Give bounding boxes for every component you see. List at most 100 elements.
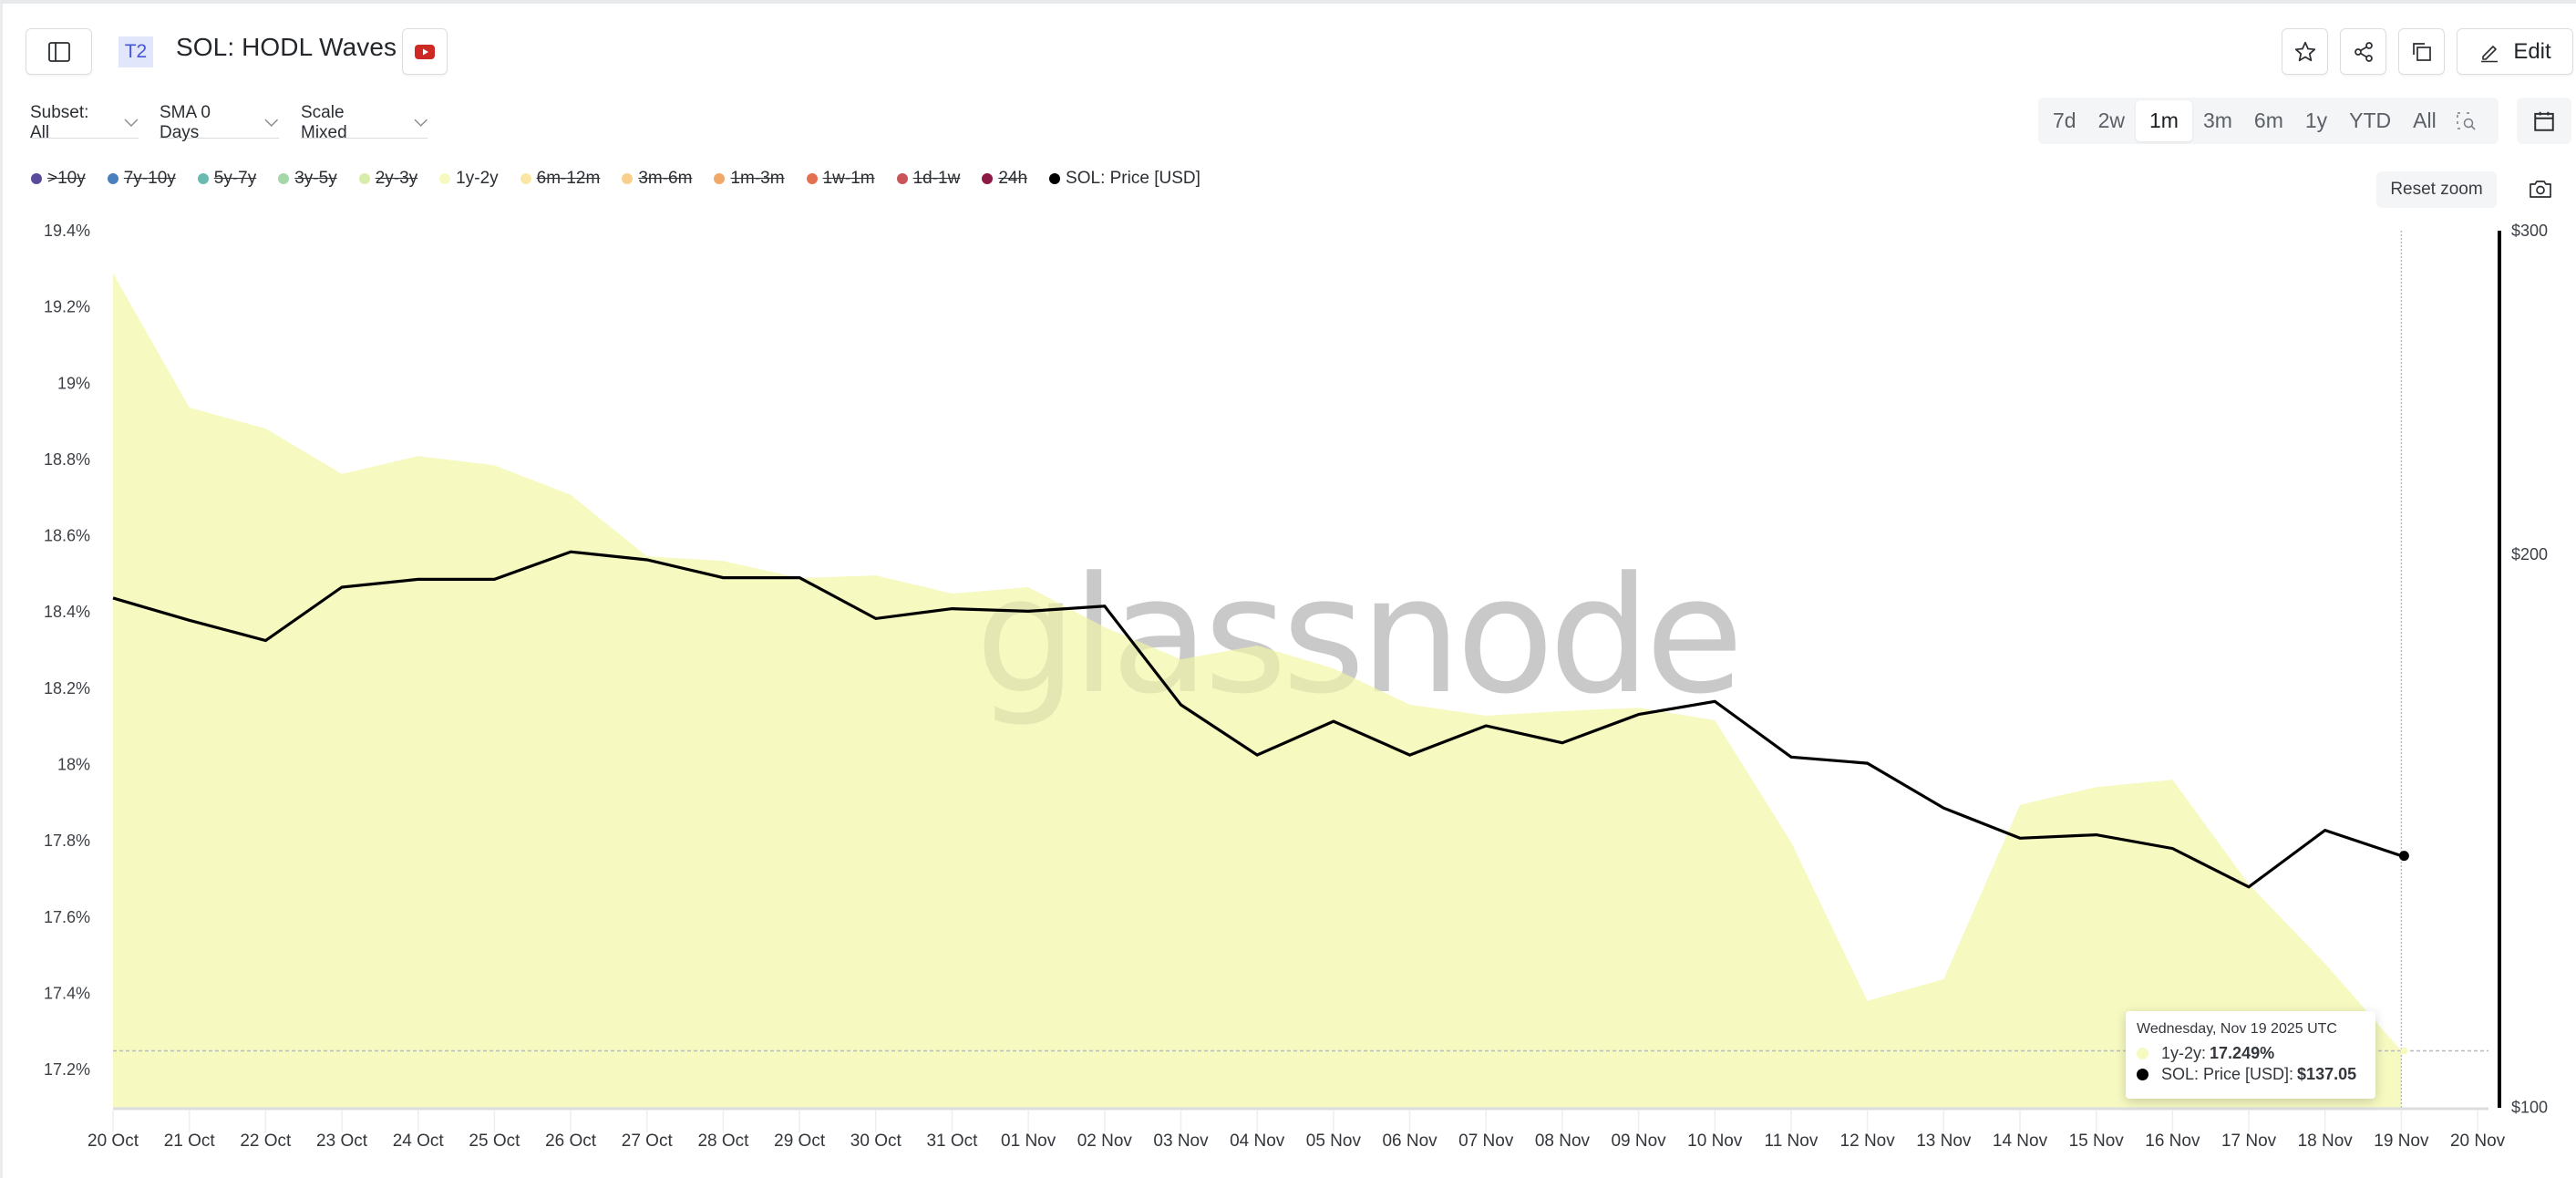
share-icon [2354, 41, 2373, 62]
edit-label: Edit [2513, 38, 2551, 64]
range-2w[interactable]: 2w [2097, 108, 2125, 132]
x-tick-label: 11 Nov [1765, 1132, 1819, 1151]
legend-item-6m-12m[interactable]: 6m-12m [520, 169, 600, 189]
chart-tooltip: Wednesday, Nov 19 2025 UTC 1y-2y: 17.249… [2126, 1011, 2375, 1099]
y-left-tick-label: 18.8% [44, 450, 90, 469]
x-tick-label: 10 Nov [1687, 1132, 1743, 1151]
x-tick-label: 15 Nov [2069, 1132, 2125, 1151]
x-tick-label: 19 Nov [2374, 1132, 2429, 1151]
y-right-tick-label: $300 [2511, 222, 2548, 240]
tooltip-value: 17.249% [2210, 1044, 2275, 1062]
area-hover-marker [2400, 1047, 2408, 1055]
legend-item-1d-1w[interactable]: 1d-1w [896, 169, 960, 189]
range-1y[interactable]: 1y [2304, 108, 2328, 132]
range-6m[interactable]: 6m [2253, 108, 2283, 132]
range-ytd[interactable]: YTD [2349, 108, 2392, 132]
y-left-tick-label: 17.8% [44, 832, 90, 850]
y-left-tick-label: 18% [57, 755, 90, 773]
camera-icon [2530, 181, 2551, 198]
date-picker-button[interactable] [2517, 98, 2571, 144]
tooltip-dot-icon [2137, 1048, 2148, 1059]
legend-dot-icon [714, 173, 726, 184]
sidebar-toggle-icon [47, 41, 70, 62]
youtube-button[interactable] [402, 28, 448, 75]
legend-dot-icon [278, 173, 290, 184]
tooltip-row-price: SOL: Price [USD]: $137.05 [2137, 1064, 2365, 1085]
screenshot-button[interactable] [2527, 177, 2554, 201]
calendar-icon [2534, 111, 2554, 131]
legend-item-1y-2y[interactable]: 1y-2y [439, 169, 499, 189]
x-tick-label: 27 Oct [622, 1132, 674, 1151]
chevron-down-icon [264, 119, 279, 127]
x-tick-label: 24 Oct [393, 1132, 445, 1151]
x-tick-label: 22 Oct [240, 1132, 292, 1151]
x-tick-label: 26 Oct [545, 1132, 597, 1151]
area-1y-2y [113, 273, 2402, 1108]
legend-item-24h[interactable]: 24h [982, 169, 1027, 189]
left-border [0, 4, 3, 1178]
range-3m[interactable]: 3m [2202, 108, 2232, 132]
range-7d[interactable]: 7d [2053, 108, 2076, 132]
legend-item-1m-3m[interactable]: 1m-3m [714, 169, 785, 189]
chevron-down-icon [414, 119, 428, 127]
x-tick-label: 25 Oct [469, 1132, 520, 1151]
chevron-down-icon [124, 119, 139, 127]
legend-item-3m-6m[interactable]: 3m-6m [622, 169, 692, 189]
page-title: SOL: HODL Waves [176, 33, 397, 61]
legend-item-1w-1m[interactable]: 1w-1m [806, 169, 875, 189]
sma-label: SMA 0 Days [160, 102, 211, 142]
zoom-select-button[interactable] [2447, 100, 2484, 141]
legend-dot-icon [982, 173, 994, 184]
scale-select[interactable]: Scale Mixed [301, 103, 428, 142]
legend-dot-icon [107, 173, 118, 184]
share-button[interactable] [2340, 28, 2386, 75]
y-left-tick-label: 18.6% [44, 527, 90, 545]
sma-select[interactable]: SMA 0 Days [160, 103, 279, 142]
x-tick-label: 01 Nov [1001, 1132, 1056, 1151]
y-left-tick-label: 19% [57, 374, 90, 392]
legend-item-3y-5y[interactable]: 3y-5y [278, 169, 337, 189]
range-all[interactable]: All [2413, 108, 2437, 132]
x-tick-label: 28 Oct [697, 1132, 749, 1151]
x-tick-label: 20 Oct [88, 1132, 139, 1151]
legend-item-5y-7y[interactable]: 5y-7y [197, 169, 256, 189]
y-left-tick-label: 19.2% [44, 298, 90, 316]
time-range-selector: 7d 2w 1m 3m 6m 1y YTD All [2038, 98, 2499, 144]
legend-dot-icon [358, 173, 370, 184]
tooltip-dot-icon [2137, 1069, 2148, 1080]
legend-dot-icon [1049, 173, 1061, 184]
x-tick-label: 02 Nov [1077, 1132, 1133, 1151]
subset-label: Subset: All [30, 102, 89, 142]
favorite-button[interactable] [2282, 28, 2328, 75]
copy-button[interactable] [2398, 28, 2445, 75]
subset-select[interactable]: Subset: All [30, 103, 139, 142]
y-left-tick-label: 17.4% [44, 984, 90, 1002]
x-tick-label: 30 Oct [850, 1132, 902, 1151]
legend-dot-icon [806, 173, 818, 184]
x-tick-label: 12 Nov [1840, 1132, 1896, 1151]
y-left-tick-label: 17.6% [44, 908, 90, 926]
legend-dot-icon [622, 173, 634, 184]
reset-zoom-button[interactable]: Reset zoom [2376, 171, 2497, 208]
edit-button[interactable]: Edit [2457, 28, 2573, 75]
price-line [112, 550, 2402, 889]
y-right-tick-label: $200 [2511, 545, 2548, 563]
tooltip-label: 1y-2y: [2161, 1044, 2207, 1062]
legend-item-2y-3y[interactable]: 2y-3y [358, 169, 417, 189]
legend-dot-icon [197, 173, 209, 184]
y-left-tick-label: 18.4% [44, 603, 90, 621]
legend-item-7y-10y[interactable]: 7y-10y [107, 169, 176, 189]
youtube-icon [415, 44, 435, 59]
y-left-tick-label: 19.4% [44, 222, 90, 240]
range-1m[interactable]: 1m [2136, 100, 2192, 141]
legend-item-sol-price[interactable]: SOL: Price [USD] [1049, 169, 1200, 189]
copy-icon [2412, 42, 2431, 61]
legend-dot-icon [896, 173, 908, 184]
chart-legend: >10y 7y-10y 5y-7y 3y-5y 2y-3y 1y-2y 6m-1… [31, 169, 1222, 189]
sidebar-toggle-button[interactable] [26, 28, 92, 75]
x-tick-label: 08 Nov [1535, 1132, 1591, 1151]
y-left-tick-label: 17.2% [44, 1060, 90, 1079]
x-tick-label: 20 Nov [2450, 1132, 2506, 1151]
legend-item-10y-plus[interactable]: >10y [31, 169, 86, 189]
